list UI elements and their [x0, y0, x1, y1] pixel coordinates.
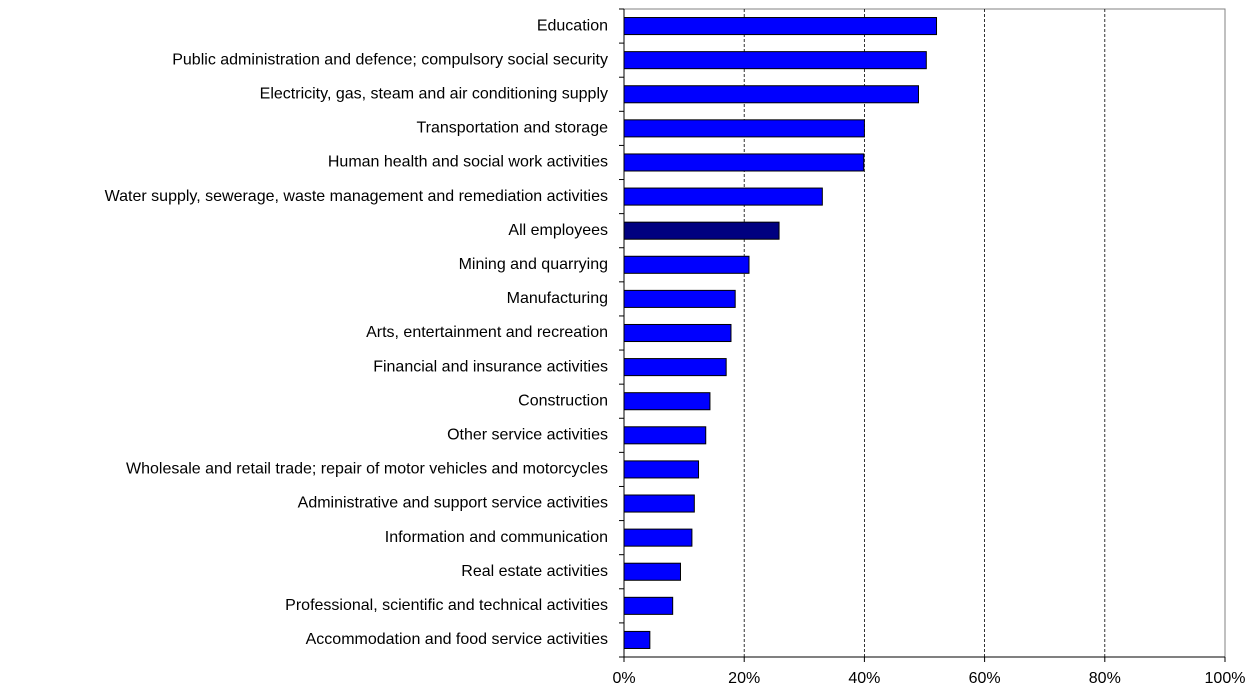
y-tick-label: Financial and insurance activities	[373, 358, 608, 375]
x-tick-label: 80%	[1089, 670, 1121, 687]
bar	[623, 630, 651, 649]
y-tick-label: Professional, scientific and technical a…	[285, 597, 608, 614]
bar	[623, 85, 919, 104]
y-tick-label: Mining and quarrying	[459, 256, 608, 273]
x-tick-label: 0%	[612, 670, 635, 687]
bar	[623, 358, 727, 377]
bar	[623, 494, 695, 513]
y-tick-label: Human health and social work activities	[328, 154, 608, 171]
y-tick-label: All employees	[508, 222, 608, 239]
y-tick-label: Manufacturing	[507, 290, 608, 307]
bar	[623, 392, 711, 411]
bar	[623, 119, 865, 138]
x-tick-label: 60%	[969, 670, 1001, 687]
x-tick-label: 20%	[728, 670, 760, 687]
x-tick-label: 40%	[848, 670, 880, 687]
y-tick-label: Transportation and storage	[416, 120, 608, 137]
bar	[623, 289, 736, 308]
y-tick-label: Water supply, sewerage, waste management…	[105, 188, 608, 205]
y-tick-label: Other service activities	[447, 427, 608, 444]
bar	[623, 17, 938, 36]
bar	[623, 187, 823, 206]
y-tick-label: Accommodation and food service activitie…	[306, 631, 608, 648]
bar	[623, 562, 681, 581]
y-tick-label: Construction	[518, 392, 608, 409]
bar	[623, 153, 865, 172]
y-tick-label: Arts, entertainment and recreation	[366, 324, 608, 341]
bar	[623, 528, 693, 547]
y-tick-label: Education	[537, 17, 608, 34]
bar	[623, 426, 707, 445]
y-tick-label: Public administration and defence; compu…	[172, 51, 608, 68]
bar	[623, 51, 927, 70]
y-tick-label: Real estate activities	[461, 563, 608, 580]
x-tick-label: 100%	[1205, 670, 1246, 687]
y-tick-label: Electricity, gas, steam and air conditio…	[260, 85, 608, 102]
bar	[623, 221, 780, 240]
y-tick-label: Wholesale and retail trade; repair of mo…	[126, 461, 608, 478]
bar	[623, 323, 732, 343]
bar	[623, 255, 750, 274]
bar	[623, 460, 700, 479]
y-tick-label: Administrative and support service activ…	[298, 495, 608, 512]
bar	[623, 596, 674, 615]
y-tick-label: Information and communication	[385, 529, 608, 546]
